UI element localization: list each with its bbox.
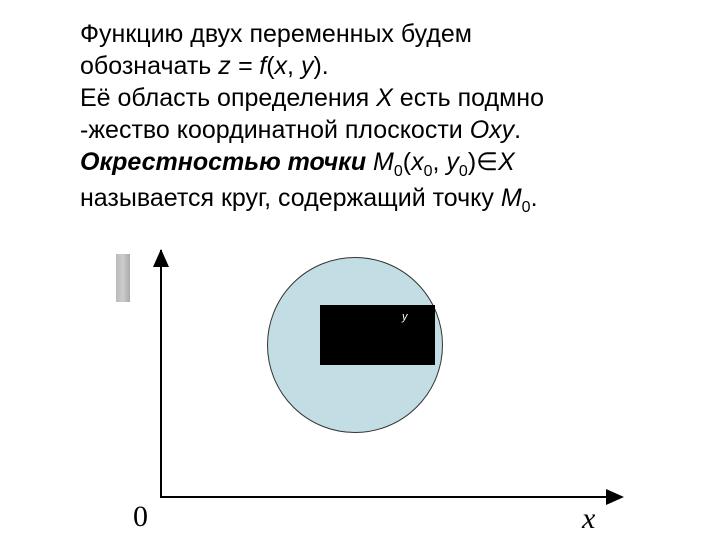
line6c: . [531,184,538,212]
line2d: x [275,52,288,80]
line2f: y [301,52,314,80]
coordinate-diagram: y 0 x [130,250,630,530]
line5a: Окрестностью точки [80,148,366,176]
line5sub1: 0 [394,163,403,180]
line5f: y [446,148,459,176]
x-axis [160,496,608,498]
line5i: X [498,148,515,176]
line5c: ( [403,148,411,176]
line5d: x [411,148,424,176]
x-axis-label: x [582,502,595,536]
line5h: ∈ [476,148,498,176]
line5b: M [366,148,394,176]
y-axis-arrow-icon [153,249,169,267]
line2e: , [287,52,301,80]
line3b: Х [376,84,393,112]
line2a: обозначать [80,52,218,80]
line6a: называется круг, содержащий точку [80,184,501,212]
line6sub: 0 [522,199,531,216]
line2g: ). [313,52,328,80]
origin-label: 0 [133,500,148,534]
gray-bar [116,254,130,302]
line5e: , [433,148,447,176]
line3c: есть подмно [393,84,544,112]
paragraph: Функцию двух переменных будем обозначать… [80,18,690,219]
line6b: M [501,184,522,212]
line4b: Oxy [470,116,514,144]
line5g: ) [468,148,476,176]
line5sub3: 0 [459,163,468,180]
rect-label: y [402,311,408,323]
line1: Функцию двух переменных будем [80,20,472,48]
line3a: Её область определения [80,84,376,112]
y-axis [160,250,162,498]
line5sub2: 0 [424,163,433,180]
line2b: z = f [218,52,266,80]
line4c: . [514,116,521,144]
black-rect: y [320,305,435,365]
line2c: ( [266,52,274,80]
x-axis-arrow-icon [606,489,624,505]
line4a: -жество координатной плоскости [80,116,470,144]
text-content: Функцию двух переменных будем обозначать… [0,0,720,219]
